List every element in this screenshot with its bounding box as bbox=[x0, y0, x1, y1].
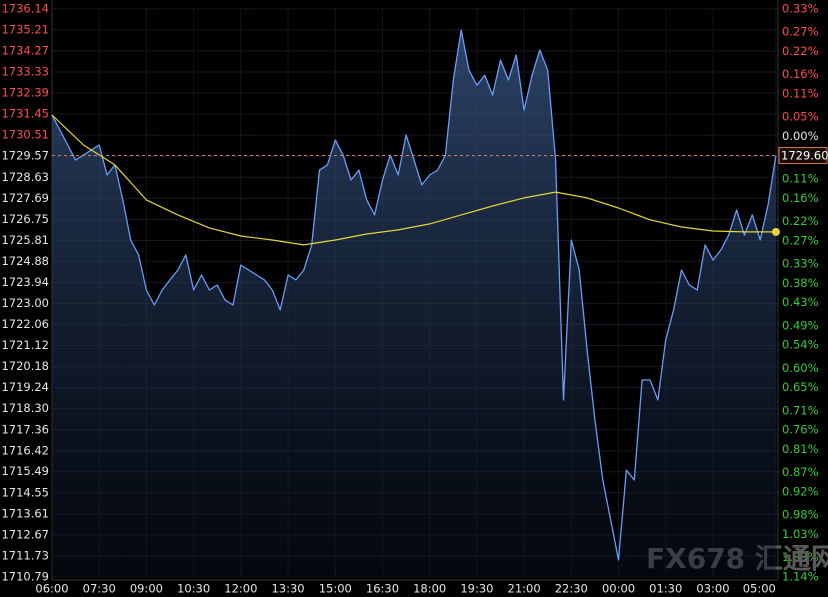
y2-tick-label: 0.38% bbox=[782, 276, 819, 290]
y2-tick-label: 0.81% bbox=[782, 442, 819, 456]
y2-tick-label: 0.22% bbox=[782, 44, 819, 58]
y-tick-label: 1731.45 bbox=[1, 107, 49, 121]
price-area bbox=[52, 30, 776, 578]
y-tick-label: 1734.27 bbox=[1, 43, 49, 57]
y-tick-label: 1721.12 bbox=[1, 338, 49, 352]
y-tick-label: 1730.51 bbox=[1, 128, 49, 142]
x-tick-label: 15:00 bbox=[319, 582, 352, 596]
x-tick-label: 18:00 bbox=[413, 582, 446, 596]
x-tick-label: 13:30 bbox=[271, 582, 304, 596]
x-tick-label: 22:30 bbox=[555, 582, 588, 596]
average-line bbox=[51, 114, 776, 246]
y2-tick-label: 0.65% bbox=[782, 380, 819, 394]
y-tick-label: 1716.42 bbox=[1, 443, 49, 457]
y2-tick-label: 0.76% bbox=[782, 423, 819, 437]
y-tick-label: 1713.61 bbox=[1, 506, 49, 520]
y-tick-label: 1723.00 bbox=[1, 296, 49, 310]
y-tick-label: 1717.36 bbox=[1, 422, 49, 436]
y2-tick-label: 0.43% bbox=[782, 295, 819, 309]
y2-tick-label: 0.16% bbox=[782, 67, 819, 81]
y-tick-label: 1733.33 bbox=[1, 64, 49, 78]
price-box bbox=[778, 147, 828, 165]
y2-tick-label: 0.98% bbox=[782, 508, 819, 522]
y-tick-label: 1712.67 bbox=[1, 527, 49, 541]
y-tick-label: 1720.18 bbox=[1, 359, 49, 373]
end-dot bbox=[771, 227, 780, 236]
x-tick-label: 07:30 bbox=[83, 582, 116, 596]
y2-tick-label: 0.22% bbox=[782, 214, 819, 228]
price-line bbox=[51, 29, 777, 561]
y2-tick-label: 0.60% bbox=[782, 361, 819, 375]
y-tick-label: 1726.75 bbox=[1, 212, 49, 226]
y-tick-label: 1722.06 bbox=[1, 317, 49, 331]
y-tick-label: 1710.79 bbox=[1, 570, 49, 584]
y-tick-label: 1719.24 bbox=[1, 380, 49, 394]
y2-tick-label: 0.87% bbox=[782, 465, 819, 479]
y2-tick-label: 0.33% bbox=[782, 2, 819, 16]
y2-tick-label: 0.16% bbox=[782, 191, 819, 205]
y-tick-label: 1735.21 bbox=[1, 22, 49, 36]
x-tick-label: 12:00 bbox=[224, 582, 257, 596]
y2-tick-label: 1.09% bbox=[782, 550, 819, 564]
x-tick-label: 06:00 bbox=[35, 582, 68, 596]
y2-tick-label: 0.00% bbox=[782, 129, 819, 143]
y2-tick-label: 0.05% bbox=[782, 110, 819, 124]
y-tick-label: 1729.57 bbox=[1, 149, 49, 163]
y-tick-label: 1728.63 bbox=[1, 170, 49, 184]
price-label: 1729.60 bbox=[781, 149, 828, 163]
y-tick-label: 1724.88 bbox=[1, 254, 49, 268]
x-tick-label: 09:00 bbox=[130, 582, 163, 596]
x-tick-label: 00:00 bbox=[602, 582, 635, 596]
y-tick-label: 1736.14 bbox=[1, 2, 49, 16]
y-tick-label: 1723.94 bbox=[1, 275, 49, 289]
x-tick-label: 16:30 bbox=[366, 582, 399, 596]
y2-tick-label: 0.27% bbox=[782, 25, 819, 39]
y2-tick-label: 0.11% bbox=[782, 172, 819, 186]
x-tick-label: 01:30 bbox=[649, 582, 682, 596]
y-tick-label: 1732.39 bbox=[1, 86, 49, 100]
y2-tick-label: 0.27% bbox=[782, 233, 819, 247]
y2-tick-label: 0.54% bbox=[782, 338, 819, 352]
y-tick-label: 1711.73 bbox=[1, 548, 49, 562]
y2-tick-label: 1.03% bbox=[782, 527, 819, 541]
x-tick-label: 10:30 bbox=[177, 582, 210, 596]
y-tick-label: 1727.69 bbox=[1, 191, 49, 205]
y-tick-label: 1715.49 bbox=[1, 464, 49, 478]
y2-tick-label: 0.49% bbox=[782, 318, 819, 332]
y2-tick-label: 0.11% bbox=[782, 87, 819, 101]
y-tick-label: 1714.55 bbox=[1, 485, 49, 499]
x-tick-label: 05:00 bbox=[743, 582, 776, 596]
x-tick-label: 03:00 bbox=[696, 582, 729, 596]
y2-tick-label: 0.33% bbox=[782, 257, 819, 271]
x-tick-label: 21:00 bbox=[508, 582, 541, 596]
x-tick-label: 19:30 bbox=[460, 582, 493, 596]
y2-tick-label: 0.92% bbox=[782, 484, 819, 498]
y-tick-label: 1718.30 bbox=[1, 401, 49, 415]
y2-tick-label: 0.71% bbox=[782, 403, 819, 417]
y-tick-label: 1725.81 bbox=[1, 233, 49, 247]
y2-tick-label: 1.14% bbox=[782, 570, 819, 584]
